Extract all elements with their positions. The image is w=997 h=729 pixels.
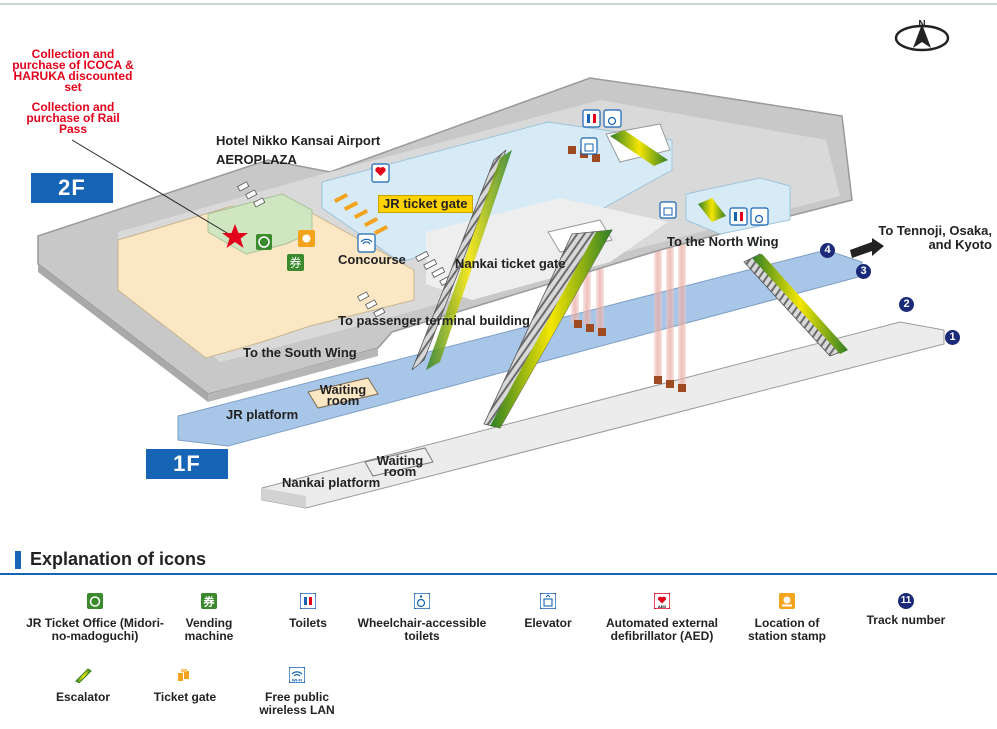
legend-divider [0, 573, 997, 575]
compass-north-icon: N [894, 19, 950, 52]
elevator-shaft-4 [654, 218, 662, 378]
railpass-note: Collection and purchase of Rail Pass [26, 100, 120, 136]
map-elevator-icon-2 [659, 201, 677, 219]
nankai-waiting-room-label: Waiting room [376, 453, 424, 479]
aed-icon: AED [653, 592, 671, 610]
legend-title: Explanation of icons [30, 549, 207, 569]
legend-item-ticket-gate: Ticket gate [110, 667, 260, 704]
escalator-2 [483, 229, 613, 429]
station-stamp-icon [779, 593, 795, 609]
map-vending-machine-icon: 券 [287, 254, 304, 271]
vending-machine-icon: 券 [201, 593, 217, 609]
legend-label: Track number [866, 613, 946, 627]
north-wing-label: To the North Wing [667, 234, 779, 249]
legend-label: Location of station stamp [747, 616, 826, 643]
concourse-label: Concourse [338, 252, 406, 267]
legend-item-jr-ticket-office: JR Ticket Office (Midori-no-madoguchi) [20, 593, 170, 643]
tennoji-label: To Tennoji, Osaka, and Kyoto [878, 223, 992, 252]
track-number-4: 4 [820, 243, 835, 258]
map-toilet-icon-2 [729, 207, 748, 226]
map-station-stamp-icon [298, 230, 315, 247]
nankai-ticket-gate-label: Nankai ticket gate [455, 256, 566, 271]
legend-label: Free public wireless LAN [259, 690, 335, 717]
legend-label: Ticket gate [153, 690, 217, 704]
escalator-icon [75, 668, 92, 684]
legend-item-wheelchair: Wheelchair-accessible toilets [347, 592, 497, 643]
legend-item-stamp: Location of station stamp [712, 593, 862, 643]
legend-label: Automated external defibrillator (AED) [605, 616, 719, 643]
legend-label: Toilets [289, 616, 327, 630]
legend-item-elevator: Elevator [473, 592, 623, 630]
map-jr-ticket-office-icon [256, 234, 272, 250]
legend-item-aed: AED Automated external defibrillator (AE… [587, 592, 737, 643]
map-wheelchair-icon-1 [603, 109, 622, 128]
icoca-note: Collection and purchase of ICOCA & HARUK… [12, 47, 134, 94]
aeroplaza-label: AEROPLAZA [216, 152, 297, 167]
tennoji-arrow [850, 238, 884, 258]
wifi-icon: Wi-Fi [288, 666, 306, 684]
map-wheelchair-icon-2 [750, 207, 769, 226]
track-number-3: 3 [856, 264, 871, 279]
south-wing-label: To the South Wing [243, 345, 357, 360]
compass-label: N [918, 19, 925, 30]
terminal-label: To passenger terminal building [338, 313, 530, 328]
nankai-waiting-room [364, 447, 434, 477]
jr-waiting-room-label: Waiting room [319, 382, 367, 408]
map-wifi-icon [357, 233, 376, 253]
legend-item-track: 11 Track number [831, 593, 981, 627]
escalator-1 [411, 149, 512, 371]
escalator-4 [610, 130, 726, 222]
legend-item-escalator: Escalator [8, 667, 158, 704]
escalator-3 [743, 253, 848, 357]
hotel-label: Hotel Nikko Kansai Airport [216, 133, 381, 148]
jr-ticket-office-icon [87, 593, 103, 609]
elevator-shaft-6 [678, 222, 686, 390]
elevator-icon [539, 592, 557, 610]
nankai-platform-label: Nankai platform [282, 475, 381, 490]
track-number-2: 2 [899, 297, 914, 312]
map-toilet-icon-1 [582, 109, 601, 128]
wheelchair-toilet-icon [413, 592, 431, 610]
legend-label: Wheelchair-accessible toilets [357, 616, 487, 643]
map-elevator-icon-1 [580, 137, 598, 155]
legend-label: JR Ticket Office (Midori-no-madoguchi) [26, 616, 164, 643]
toilets-icon [299, 592, 317, 610]
track-number-1: 1 [945, 330, 960, 345]
station-marker-star [222, 224, 248, 248]
legend-item-wifi: Wi-Fi Free public wireless LAN [222, 666, 372, 717]
ticket-gate-icon [178, 669, 189, 681]
track-number-icon: 11 [898, 593, 914, 609]
jr-waiting-room [307, 377, 379, 409]
legend-item-vending: 券 Vending machine [134, 593, 284, 643]
legend-label: Elevator [524, 616, 572, 630]
jr-ticket-gate-marks [333, 192, 389, 236]
floor-2f-tag: 2F [31, 173, 113, 203]
elevator-shaft-5 [666, 220, 674, 385]
map-aed-icon [371, 163, 390, 183]
floor-1f-tag: 1F [146, 449, 228, 479]
jr-platform-label: JR platform [226, 407, 299, 422]
legend-accent-bar [15, 551, 21, 569]
legend-label: Escalator [55, 690, 111, 704]
svg-text:券: 券 [203, 595, 216, 609]
legend-label: Vending machine [184, 616, 234, 643]
svg-text:券: 券 [289, 255, 301, 270]
svg-text:AED: AED [658, 605, 666, 609]
svg-text:Wi-Fi: Wi-Fi [292, 679, 302, 683]
jr-ticket-gate-label: JR ticket gate [378, 195, 473, 213]
nankai-platform-side [262, 488, 306, 508]
legend-item-toilets: Toilets [233, 592, 383, 630]
